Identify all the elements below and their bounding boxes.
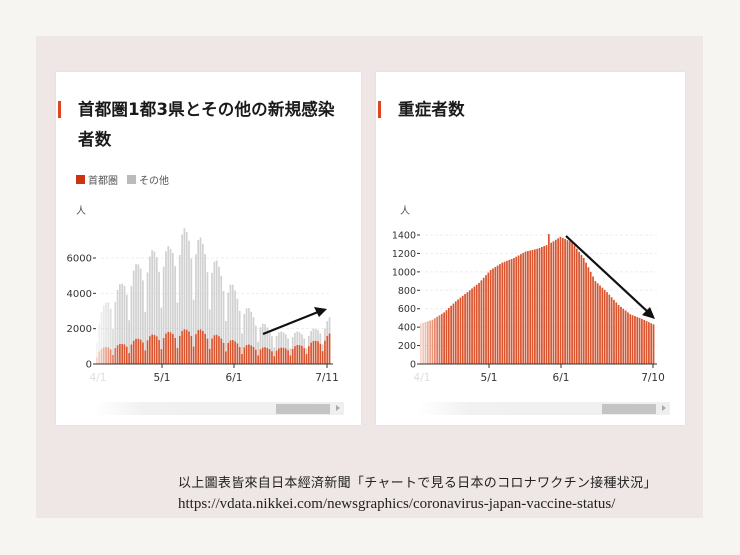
legend-item-other[interactable]: その他 — [127, 172, 169, 187]
source-url-link[interactable]: https://vdata.nikkei.com/newsgraphics/co… — [178, 496, 616, 512]
svg-text:4/1: 4/1 — [414, 372, 431, 384]
legend-swatch-icon — [127, 175, 136, 184]
y-unit-label: 人 — [76, 206, 86, 217]
scroll-right-arrow-icon[interactable] — [662, 405, 666, 411]
new-cases-chart-card: 首都圏1都3県とその他の新規感染 者数 首都圏 その他 人 6000 4000 20… — [56, 72, 361, 425]
svg-text:4000: 4000 — [67, 289, 92, 300]
svg-text:1000: 1000 — [392, 267, 416, 278]
scrollbar-thumb[interactable] — [602, 404, 656, 414]
svg-text:5/1: 5/1 — [154, 372, 171, 384]
chart-scrollbar[interactable] — [418, 402, 670, 415]
scrollbar-thumb[interactable] — [276, 404, 330, 414]
svg-text:600: 600 — [398, 304, 416, 315]
svg-text:7/10: 7/10 — [641, 372, 665, 384]
svg-text:800: 800 — [398, 286, 416, 297]
svg-text:400: 400 — [398, 323, 416, 334]
chart-title-line1: 首都圏1都3県とその他の新規感染 — [78, 100, 335, 119]
chart-title-line2: 者数 — [78, 130, 112, 149]
svg-text:6000: 6000 — [67, 254, 92, 265]
y-unit-label: 人 — [400, 206, 410, 217]
title-accent-bar — [58, 101, 61, 118]
svg-text:1200: 1200 — [392, 249, 416, 260]
source-caption: 以上圖表皆來自日本經済新聞「チャートで見る日本のコロナワクチン接種状況」 htt… — [178, 474, 657, 514]
svg-text:200: 200 — [398, 341, 416, 352]
severe-cases-chart-card: 重症者数 人 1400 1200 1000 800 600 400 200 0 4/1 5/1 6/… — [376, 72, 685, 425]
svg-text:5/1: 5/1 — [481, 372, 498, 384]
svg-text:0: 0 — [410, 360, 416, 371]
svg-text:2000: 2000 — [67, 324, 92, 335]
svg-text:7/11: 7/11 — [315, 372, 339, 384]
svg-text:6/1: 6/1 — [226, 372, 243, 384]
svg-text:1400: 1400 — [392, 231, 416, 242]
title-accent-bar — [378, 101, 381, 118]
legend-swatch-icon — [76, 175, 85, 184]
caption-text: 以上圖表皆來自日本經済新聞「チャートで見る日本のコロナワクチン接種状況」 — [178, 476, 657, 491]
legend-item-metro[interactable]: 首都圏 — [76, 172, 118, 187]
scroll-right-arrow-icon[interactable] — [336, 405, 340, 411]
chart-title: 重症者数 — [398, 100, 465, 119]
legend: 首都圏 その他 — [76, 172, 178, 187]
svg-text:0: 0 — [86, 360, 92, 371]
svg-text:6/1: 6/1 — [553, 372, 570, 384]
chart-scrollbar[interactable] — [94, 402, 344, 415]
svg-text:4/1: 4/1 — [90, 372, 107, 384]
